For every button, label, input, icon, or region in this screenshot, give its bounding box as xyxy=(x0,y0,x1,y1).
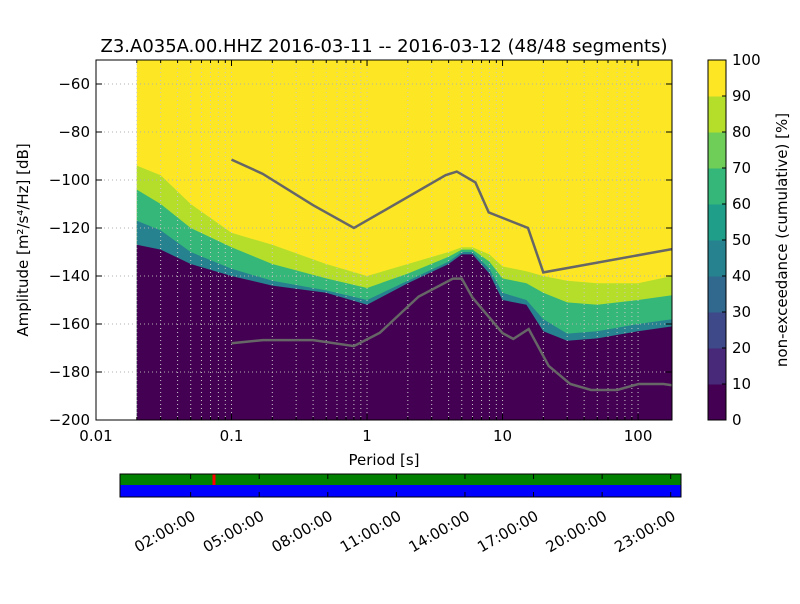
colorbar-tick-label: 40 xyxy=(732,267,751,285)
y-tick-label: −140 xyxy=(49,267,90,285)
data-bar xyxy=(120,485,681,497)
high-noise-model-line xyxy=(230,158,673,274)
colorbar-tick-label: 100 xyxy=(732,51,761,69)
plot-frame xyxy=(95,59,673,421)
timeline-tick-label: 11:00:00 xyxy=(337,507,404,556)
x-axis-label: Period [s] xyxy=(348,451,419,469)
colorbar-tick-label: 60 xyxy=(732,195,751,213)
y-tick-label: −120 xyxy=(49,219,90,237)
timeline-tick-label: 05:00:00 xyxy=(200,507,267,556)
timeline-tick-label: 02:00:00 xyxy=(131,507,198,556)
timeline-frame xyxy=(119,473,682,498)
low-noise-model-line xyxy=(231,277,673,392)
timeline-tick-label: 20:00:00 xyxy=(543,507,610,556)
colorbar: 0 10 20 30 40 50 60 70 80 90 100 xyxy=(707,51,761,429)
timeline-tick-label: 23:00:00 xyxy=(611,507,678,556)
colorbar-segment xyxy=(708,132,726,169)
heatmap-band-5 xyxy=(136,244,673,420)
timeline-tick-label: 17:00:00 xyxy=(474,507,541,556)
y-tick-label: −80 xyxy=(58,123,90,141)
x-tick-label: 0.1 xyxy=(220,427,244,445)
y-tick-label: −60 xyxy=(58,75,90,93)
y-tick-label: −180 xyxy=(49,363,90,381)
segment-timeline: 02:00:00 05:00:00 08:00:00 11:00:00 14:00:00… xyxy=(119,473,682,556)
y-axis-label: Amplitude [m²/s⁴/Hz] [dB] xyxy=(14,143,32,336)
colorbar-tick-label: 0 xyxy=(732,411,742,429)
colorbar-segment xyxy=(708,204,726,241)
timeline-tick-label: 14:00:00 xyxy=(406,507,473,556)
colorbar-tick-label: 20 xyxy=(732,339,751,357)
colorbar-segment xyxy=(708,96,726,133)
x-tick-label: 100 xyxy=(624,427,653,445)
x-tick-label: 1 xyxy=(362,427,372,445)
timeline-tick-label: 08:00:00 xyxy=(268,507,335,556)
colorbar-segment xyxy=(708,240,726,277)
y-tick-label: −160 xyxy=(49,315,90,333)
y-tick-label: −100 xyxy=(49,171,90,189)
colorbar-segment xyxy=(708,276,726,313)
chart-title: Z3.A035A.00.HHZ 2016-03-11 -- 2016-03-12… xyxy=(101,36,668,57)
colorbar-segment xyxy=(708,348,726,385)
colorbar-tick-label: 90 xyxy=(732,87,751,105)
colorbar-segment xyxy=(708,60,726,97)
colorbar-tick-label: 10 xyxy=(732,375,751,393)
colorbar-tick-label: 70 xyxy=(732,159,751,177)
x-tick-label: 0.01 xyxy=(79,427,112,445)
colorbar-segment xyxy=(708,168,726,205)
colorbar-tick-label: 30 xyxy=(732,303,751,321)
colorbar-tick-label: 80 xyxy=(732,123,751,141)
x-tick-label: 10 xyxy=(493,427,512,445)
grid-lines xyxy=(96,60,672,420)
colorbar-segment xyxy=(708,312,726,349)
colorbar-segment xyxy=(708,384,726,421)
heatmap xyxy=(136,60,673,420)
coverage-bar xyxy=(120,474,681,485)
y-tick-label: −200 xyxy=(49,411,90,429)
colorbar-label: non-exceedance (cumulative) [%] xyxy=(773,113,791,367)
noise-models xyxy=(230,158,673,392)
gap-marker xyxy=(212,474,216,485)
colorbar-tick-label: 50 xyxy=(732,231,751,249)
